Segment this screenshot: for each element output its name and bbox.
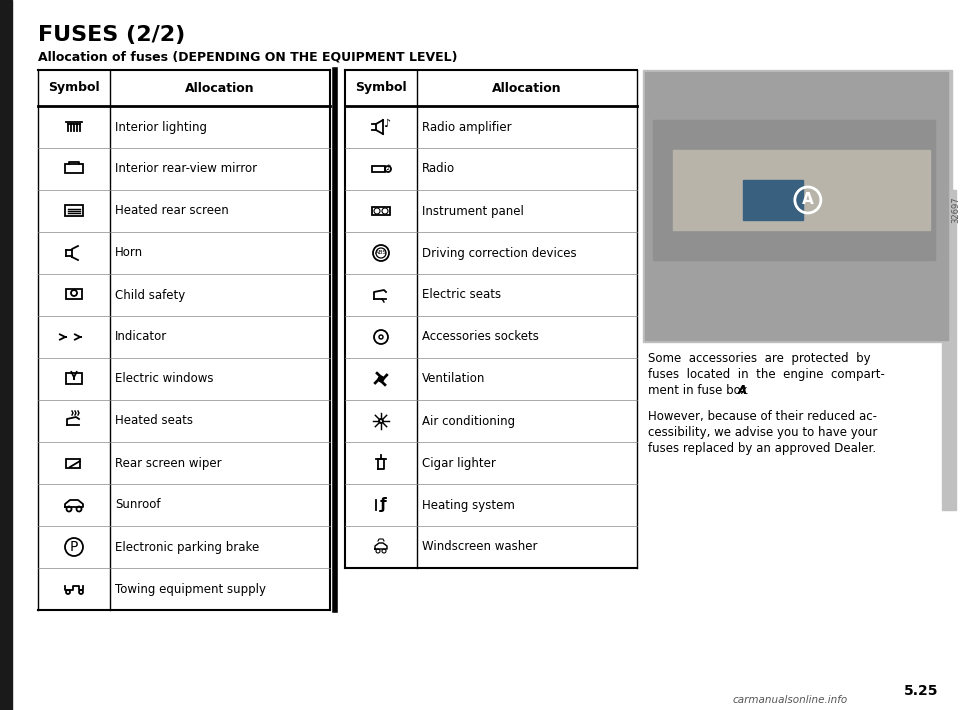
- Text: Towing equipment supply: Towing equipment supply: [115, 582, 266, 596]
- Text: Allocation: Allocation: [492, 82, 562, 94]
- Text: Accessories sockets: Accessories sockets: [422, 330, 539, 344]
- Bar: [0, 0, 12, 710]
- Bar: [653, 120, 935, 260]
- Text: Interior lighting: Interior lighting: [115, 121, 207, 133]
- Text: ♪: ♪: [385, 163, 391, 173]
- Bar: [372, 207, 390, 215]
- Bar: [942, 190, 956, 510]
- Bar: [372, 166, 385, 172]
- Text: Air conditioning: Air conditioning: [422, 415, 516, 427]
- Text: Heated seats: Heated seats: [115, 415, 193, 427]
- Text: Electric seats: Electric seats: [422, 288, 501, 302]
- Text: Windscreen washer: Windscreen washer: [422, 540, 538, 554]
- Text: 32697: 32697: [951, 197, 960, 224]
- Text: ♪: ♪: [383, 119, 391, 129]
- Bar: [66, 289, 82, 299]
- Text: Allocation: Allocation: [185, 82, 254, 94]
- Text: Child safety: Child safety: [115, 288, 185, 302]
- Text: Horn: Horn: [115, 246, 143, 259]
- Text: Some  accessories  are  protected  by: Some accessories are protected by: [648, 352, 871, 365]
- Bar: [65, 164, 83, 173]
- Text: 5.25: 5.25: [903, 684, 938, 698]
- Text: .: .: [745, 384, 749, 397]
- Circle shape: [378, 376, 383, 381]
- Text: Interior rear-view mirror: Interior rear-view mirror: [115, 163, 257, 175]
- Text: Driving correction devices: Driving correction devices: [422, 246, 577, 259]
- Text: cessibility, we advise you to have your: cessibility, we advise you to have your: [648, 426, 877, 439]
- Text: Heating system: Heating system: [422, 498, 515, 511]
- Text: Indicator: Indicator: [115, 330, 167, 344]
- Text: A: A: [738, 384, 747, 397]
- Text: ABS: ABS: [374, 251, 387, 256]
- Bar: [743, 180, 803, 220]
- Text: Ventilation: Ventilation: [422, 373, 486, 386]
- Text: FUSES (2/2): FUSES (2/2): [38, 25, 185, 45]
- Text: Allocation of fuses (DEPENDING ON THE EQUIPMENT LEVEL): Allocation of fuses (DEPENDING ON THE EQ…: [38, 50, 458, 63]
- Text: Electronic parking brake: Electronic parking brake: [115, 540, 259, 554]
- Text: Symbol: Symbol: [355, 82, 407, 94]
- Text: ment in fuse box: ment in fuse box: [648, 384, 751, 397]
- Bar: [673, 150, 930, 230]
- Text: However, because of their reduced ac-: However, because of their reduced ac-: [648, 410, 877, 423]
- Text: ƒ: ƒ: [380, 498, 387, 513]
- Bar: [66, 373, 82, 384]
- Text: fuses  located  in  the  engine  compart-: fuses located in the engine compart-: [648, 368, 885, 381]
- Text: Radio amplifier: Radio amplifier: [422, 121, 512, 133]
- Text: fuses replaced by an approved Dealer.: fuses replaced by an approved Dealer.: [648, 442, 876, 455]
- Text: Sunroof: Sunroof: [115, 498, 160, 511]
- Text: Radio: Radio: [422, 163, 455, 175]
- Bar: [65, 205, 83, 216]
- Bar: [645, 72, 948, 340]
- Text: P: P: [70, 540, 78, 554]
- Text: A: A: [802, 192, 814, 207]
- Text: Electric windows: Electric windows: [115, 373, 213, 386]
- Text: Instrument panel: Instrument panel: [422, 204, 524, 217]
- Text: Heated rear screen: Heated rear screen: [115, 204, 228, 217]
- Bar: [643, 70, 952, 342]
- Text: Cigar lighter: Cigar lighter: [422, 457, 496, 469]
- Text: Symbol: Symbol: [48, 82, 100, 94]
- Text: carmanualsonline.info: carmanualsonline.info: [732, 695, 848, 705]
- Text: Rear screen wiper: Rear screen wiper: [115, 457, 222, 469]
- Bar: [66, 459, 80, 468]
